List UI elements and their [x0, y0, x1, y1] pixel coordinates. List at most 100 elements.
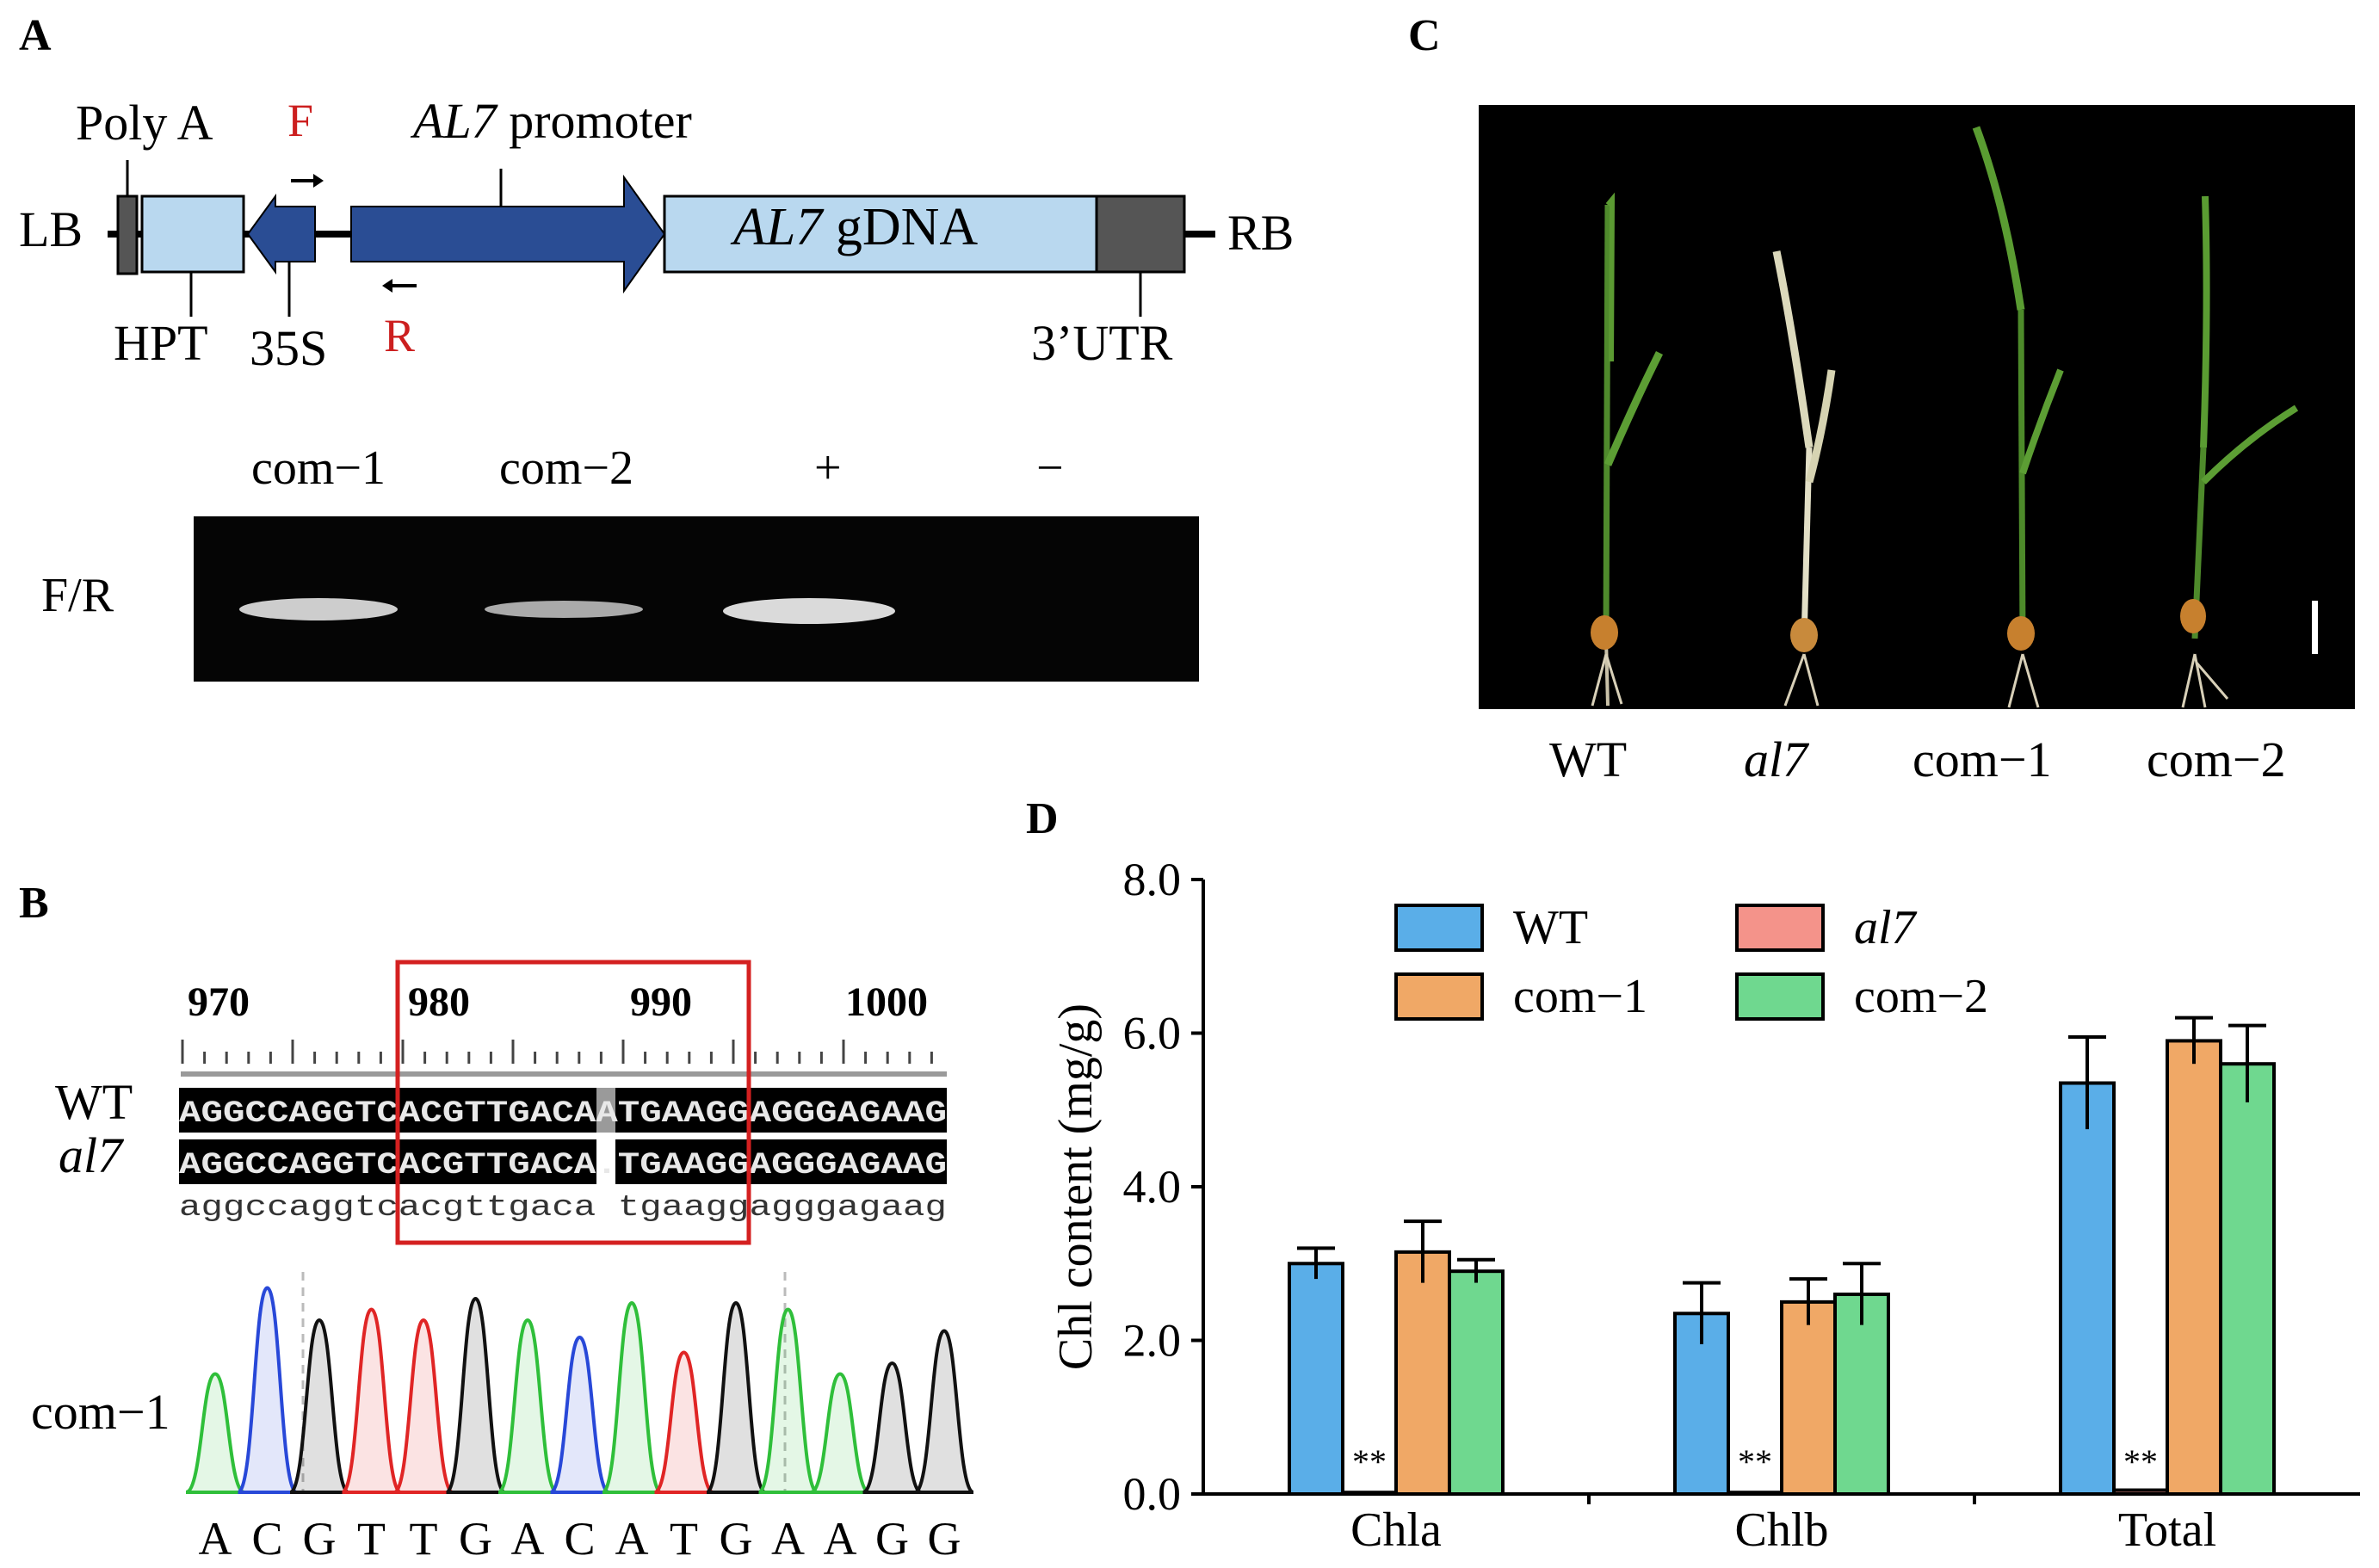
y-tick-label: 0.0: [1123, 1468, 1182, 1520]
chromatogram-peak: [601, 1300, 663, 1494]
legend-swatch: [1735, 972, 1825, 1021]
base-call: T: [670, 1513, 698, 1565]
plant-al7: [1772, 250, 1836, 707]
hpt-label: HPT: [114, 315, 208, 371]
gel-lane-label: com−1: [251, 441, 386, 495]
chromatogram-peak: [705, 1300, 767, 1494]
35s-label: 35S: [250, 320, 327, 376]
gel-band: [239, 598, 398, 620]
consensus-sequence: aggccaggtcacgttgaca tgaaggagggagaag: [179, 1192, 947, 1225]
chromatogram-peak: [185, 1372, 245, 1494]
photo-background: [1479, 105, 2355, 709]
base-call: C: [564, 1513, 595, 1565]
plant-label-al7: al7: [1744, 732, 1809, 787]
gel-image: [194, 516, 1199, 682]
hpt-box: [140, 194, 245, 274]
x-tick-label: Chla: [1350, 1503, 1442, 1557]
chromatogram-peak: [913, 1329, 975, 1494]
ruler-tick-label: 1000: [845, 979, 928, 1025]
y-axis-label: Chl content (mg/g): [1049, 1003, 1103, 1370]
legend-swatch: [1735, 904, 1825, 952]
snp-highlight: [596, 1088, 615, 1133]
chromatogram-label: com−1: [31, 1384, 170, 1440]
bar-com-2: [1448, 1269, 1505, 1497]
base-call: T: [357, 1513, 386, 1565]
wt-seq-label: WT: [55, 1074, 133, 1130]
r-primer-label: R: [384, 310, 415, 361]
base-call: G: [459, 1513, 492, 1565]
gdna-label: AL7 gDNA: [730, 198, 978, 256]
bar-al7: [1341, 1491, 1398, 1496]
legend-label: com−1: [1513, 970, 1647, 1023]
chromatogram-peak: [445, 1296, 506, 1494]
deletion-gap: [596, 1139, 615, 1184]
bar-com-1: [1394, 1250, 1451, 1497]
wt-seq-bar: [179, 1088, 947, 1133]
gel-band: [485, 601, 643, 618]
y-tick-label: 4.0: [1123, 1161, 1182, 1213]
chromatogram-peak: [653, 1350, 714, 1494]
scale-bar: [2312, 601, 2318, 654]
promoter-label: AL7 promoter: [410, 93, 692, 149]
panel-label-d: D: [1026, 794, 1059, 843]
bar-com-1: [1780, 1299, 1837, 1496]
plant-com-1: [1972, 126, 2064, 708]
y-tick-label: 8.0: [1123, 854, 1182, 905]
chromatogram-peak: [810, 1372, 870, 1494]
base-call: T: [410, 1513, 438, 1565]
base-call: A: [199, 1513, 232, 1565]
chl-bar-chart: 0.0 2.0 4.0 6.0 8.0 Chl content (mg/g) Chla ** C…: [1049, 854, 2360, 1557]
bar-wt: [2059, 1081, 2116, 1496]
gel-lane-label: +: [814, 441, 842, 495]
chromatogram-peak: [497, 1318, 559, 1494]
chromatogram-peak: [288, 1318, 350, 1494]
chromatogram-peak: [862, 1361, 923, 1494]
ruler-tick-label: 980: [408, 979, 470, 1025]
sequence-ruler: 970 980 990 1000: [181, 979, 947, 1077]
bar-wt: [1673, 1312, 1730, 1496]
bar-com-1: [2166, 1039, 2222, 1497]
panel-label-c: C: [1408, 11, 1441, 60]
gel-lane-label: −: [1036, 441, 1064, 495]
gel-row-label: F/R: [41, 569, 114, 622]
chromatogram-peak: [757, 1307, 819, 1494]
ruler-tick-label: 990: [630, 979, 692, 1025]
panel-label-b: B: [19, 879, 49, 928]
base-call: A: [824, 1513, 857, 1565]
legend-swatch: [1394, 972, 1484, 1021]
highlight-box: [395, 960, 751, 1245]
plant-wt: [1591, 192, 1664, 707]
f-primer-label: F: [287, 95, 313, 146]
y-tick-label: 6.0: [1123, 1008, 1182, 1059]
al7-seq-label: al7: [59, 1127, 124, 1183]
base-call: G: [720, 1513, 753, 1565]
utr-box: [1095, 194, 1186, 274]
base-call: A: [771, 1513, 805, 1565]
35s-arrow: [246, 193, 316, 275]
significance-mark: **: [2123, 1442, 2158, 1481]
base-call: G: [928, 1513, 961, 1565]
wt-sequence: AGGCCAGGTCACGTTGACAATGAAGGAGGGAGAAG: [179, 1096, 947, 1131]
x-tick-label: Chlb: [1735, 1503, 1829, 1557]
poly-a-label: Poly A: [76, 95, 213, 151]
utr-label: 3’UTR: [1031, 315, 1173, 371]
promoter-arrow: [350, 174, 666, 294]
lb-label: LB: [19, 201, 83, 257]
gel: com−1 com−2 + − F/R: [41, 441, 1199, 682]
x-tick-label: Total: [2118, 1503, 2216, 1557]
gdna-box: [663, 194, 1098, 274]
gel-band: [723, 598, 895, 624]
base-call: G: [875, 1513, 909, 1565]
gel-lane-label: com−2: [499, 441, 633, 495]
chromatogram-peak: [341, 1307, 402, 1494]
al7-seq-bar: [179, 1139, 947, 1184]
chromatogram-peak: [392, 1318, 454, 1494]
f-primer-arrow: [313, 174, 324, 188]
base-call: A: [615, 1513, 649, 1565]
y-tick-label: 2.0: [1123, 1315, 1182, 1367]
panel-label-a: A: [19, 11, 52, 60]
bar-al7: [1727, 1491, 1783, 1496]
bar-com-2: [2219, 1062, 2276, 1496]
chromatogram-peak: [549, 1335, 610, 1494]
